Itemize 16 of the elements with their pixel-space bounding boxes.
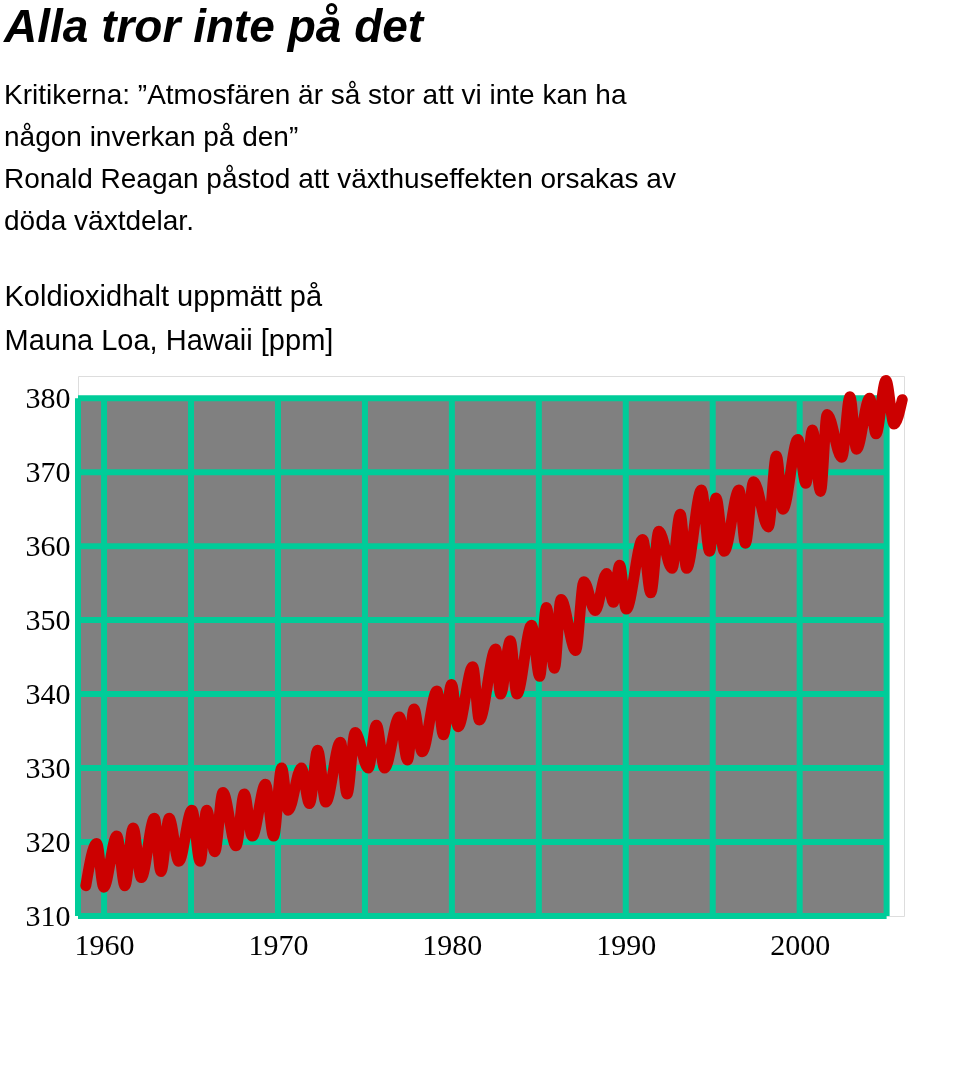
y-tick-label: 380 — [25, 380, 71, 414]
x-tick-label: 1990 — [596, 927, 657, 961]
chart-title: Alla tror inte på det — [3, 0, 425, 52]
x-tick-label: 1960 — [74, 927, 135, 961]
y-tick-label: 330 — [25, 750, 71, 784]
y-tick-label: 370 — [25, 454, 71, 488]
x-tick-label: 1980 — [422, 927, 483, 961]
chart-subtitle: Kritikerna: ”Atmosfären är så stor att vi inte kan ha någon inverkan på den” Ronald Reagan påstod att växthuseffekten orsakas av döda växtdelar. — [4, 79, 676, 236]
y-tick-label: 320 — [25, 824, 71, 858]
x-tick-label: 1970 — [248, 927, 309, 961]
y-tick-label: 310 — [25, 898, 71, 932]
y-tick-label: 360 — [25, 528, 71, 562]
x-tick-label: 2000 — [770, 927, 831, 961]
y-axis-title: Koldioxidhalt uppmätt på Mauna Loa, Hawaii [ppm] — [4, 279, 334, 356]
y-tick-label: 350 — [25, 602, 71, 636]
y-tick-label: 340 — [25, 676, 71, 710]
